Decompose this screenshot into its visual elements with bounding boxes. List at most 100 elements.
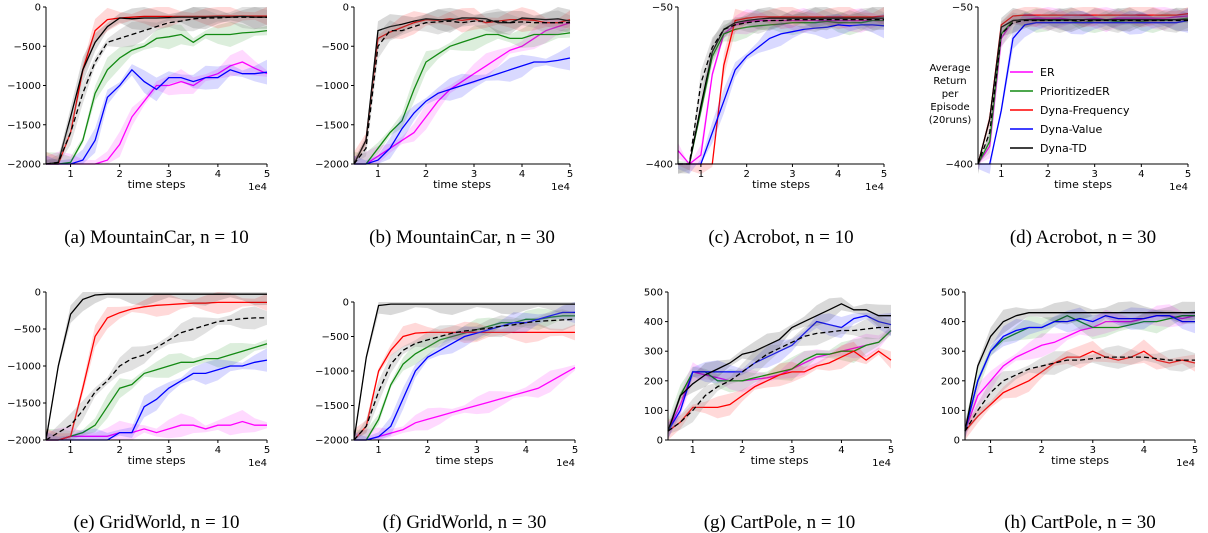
x-tick-label: 1 (698, 169, 704, 180)
band-prioritizeder (46, 21, 267, 165)
y-tick-label: −500 (322, 42, 349, 53)
band-dyna-value (668, 312, 891, 440)
band-prioritizeder (965, 309, 1195, 440)
chart-panel-8: 500 400 300 200 100 0 1 2 3 4 5 time steps 1e4 (h) Ca… (941, 288, 1198, 533)
band-prioritizeder (354, 308, 575, 440)
band-dyna-td (354, 7, 570, 164)
band-dyna-value (354, 45, 570, 165)
series-line-prioritizeder (46, 343, 268, 441)
band-dyna-value (965, 307, 1195, 440)
x-tick-label: 3 (166, 445, 172, 456)
band-er (354, 18, 570, 164)
y-tick-label: −1500 (7, 120, 41, 131)
series-line-dyna-td (667, 303, 891, 432)
y-tick-label: −50 (952, 3, 973, 14)
y-tick-label: −500 (322, 332, 349, 343)
band-dyna-value (354, 302, 575, 440)
series-line-dyna-frequency (667, 350, 892, 432)
legend-label: PrioritizedER (1040, 85, 1110, 98)
legend-label: Dyna-TD (1040, 142, 1087, 155)
series-line-dyna-td-dashed (667, 326, 891, 432)
x-tick-label: 1 (67, 169, 73, 180)
band-dyna-value (978, 8, 1188, 174)
y-tick-label: −2000 (7, 436, 41, 447)
x-tick-label: 4 (835, 169, 841, 180)
band-er (668, 327, 891, 439)
band-dyna-frequency (354, 321, 575, 440)
x-axis-label: time steps (751, 454, 809, 467)
series-line-dyna-td-dashed (678, 18, 884, 165)
series-line-dyna-td-dashed (977, 19, 1188, 165)
x-offset-label: 1e4 (248, 182, 267, 193)
x-tick-label: 5 (572, 445, 578, 456)
y-tick-label: 100 (644, 406, 663, 417)
panel-caption: (f) GridWorld, n = 30 (383, 512, 547, 533)
y-tick-label: −2000 (315, 436, 349, 447)
legend-label: ER (1040, 66, 1055, 79)
x-tick-label: 1 (690, 445, 696, 456)
series-line-dyna-value (678, 24, 885, 165)
chart-panel-2: 0 −500 −1000 −1500 −2000 1 2 3 4 5 time steps 1e4 (b… (315, 3, 573, 249)
series-line-prioritizeder (964, 314, 1195, 432)
y-axis-label-line: Episode (930, 102, 969, 113)
panel-caption: (a) MountainCar, n = 10 (64, 227, 249, 248)
series-line-er (354, 367, 576, 441)
x-tick-label: 1 (67, 445, 73, 456)
y-tick-label: −50 (652, 3, 673, 14)
y-tick-label: 0 (954, 436, 960, 447)
series-line-dyna-td-dashed (45, 317, 267, 441)
panel-caption: (e) GridWorld, n = 10 (74, 512, 240, 533)
y-tick-label: −1500 (315, 120, 349, 131)
chart-panel-5: 0 −500 −1000 −1500 −2000 1 2 3 4 5 time steps 1e4 (e… (7, 288, 270, 533)
band-dyna-td-dashed (668, 316, 891, 435)
y-axis-label-line: per (942, 89, 960, 100)
x-axis-label: time steps (128, 178, 186, 191)
x-offset-label: 1e4 (556, 458, 575, 469)
series-line-dyna-td-dashed (964, 356, 1195, 432)
y-tick-label: −1000 (7, 362, 41, 373)
series-line-prioritizeder (678, 19, 884, 165)
series-line-dyna-value (354, 57, 571, 165)
x-tick-label: 2 (739, 445, 745, 456)
panel-caption: (b) MountainCar, n = 30 (369, 227, 555, 248)
series-line-dyna-td (45, 293, 267, 441)
x-tick-label: 5 (1192, 445, 1198, 456)
x-tick-label: 2 (424, 445, 430, 456)
x-tick-label: 2 (743, 169, 749, 180)
x-tick-label: 4 (838, 445, 844, 456)
y-tick-label: −500 (14, 325, 41, 336)
y-tick-label: −2000 (7, 160, 41, 171)
x-axis-label: time steps (1054, 178, 1112, 191)
chart-panel-1: 0 −500 −1000 −1500 −2000 1 2 3 4 5 time steps 1e4 (a… (7, 3, 270, 249)
series-line-dyna-value (978, 19, 1189, 165)
y-tick-label: −1000 (7, 81, 41, 92)
x-tick-label: 3 (789, 445, 795, 456)
x-tick-label: 1 (987, 445, 993, 456)
x-offset-label: 1e4 (551, 182, 570, 193)
series-line-dyna-td-dashed (353, 318, 576, 441)
y-tick-label: 400 (644, 317, 663, 328)
y-tick-label: 300 (941, 347, 960, 358)
x-tick-label: 3 (1090, 445, 1096, 456)
series-line-dyna-value (667, 315, 892, 432)
series-line-dyna-frequency (964, 350, 1196, 432)
y-tick-label: −1500 (7, 399, 41, 410)
y-tick-label: 200 (941, 376, 960, 387)
x-tick-label: 1 (375, 169, 381, 180)
band-dyna-td-dashed (354, 8, 570, 164)
series-line-dyna-td (353, 303, 575, 441)
x-tick-label: 2 (1045, 169, 1051, 180)
x-offset-label: 1e4 (1176, 458, 1195, 469)
band-dyna-value (678, 13, 884, 174)
series-line-dyna-td (964, 312, 1195, 432)
x-tick-label: 1 (998, 169, 1004, 180)
x-tick-label: 2 (423, 169, 429, 180)
band-dyna-td (978, 7, 1188, 174)
x-tick-label: 2 (116, 169, 122, 180)
x-tick-label: 3 (1091, 169, 1097, 180)
x-offset-label: 1e4 (248, 458, 267, 469)
x-tick-label: 4 (215, 169, 221, 180)
band-dyna-td-dashed (978, 7, 1188, 175)
series-line-dyna-frequency (46, 301, 267, 441)
